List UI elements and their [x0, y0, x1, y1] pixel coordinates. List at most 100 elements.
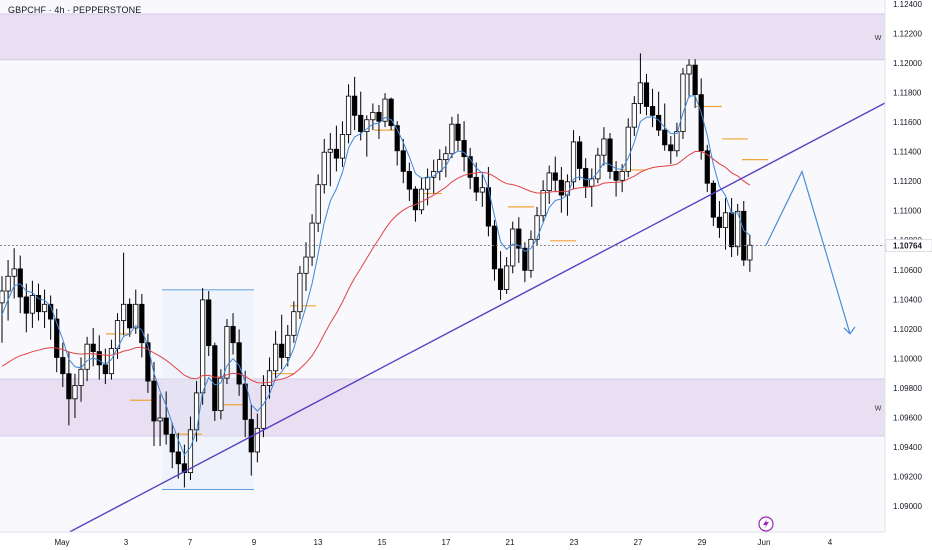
candle: [680, 68, 686, 139]
candle-body: [467, 156, 473, 178]
candle: [504, 257, 510, 294]
candle-body: [266, 370, 273, 386]
candle-body: [169, 433, 175, 453]
candle: [266, 357, 273, 399]
price-tick-label: 1.10600: [893, 266, 922, 275]
candle-body: [345, 95, 352, 135]
candle: [382, 93, 388, 128]
lightning-icon: [763, 519, 769, 529]
time-axis[interactable]: May 3 7 9 13 15 17 21 23 27 29 Jun 4: [0, 531, 885, 550]
candle: [522, 242, 528, 283]
candle: [181, 444, 187, 488]
candle-body: [418, 188, 425, 211]
candle: [35, 283, 42, 321]
candle-body: [206, 299, 212, 347]
candle: [497, 251, 504, 300]
candle-body: [272, 343, 279, 372]
candle: [449, 116, 455, 159]
candle: [163, 391, 169, 445]
candle-body: [11, 268, 17, 277]
candle: [376, 104, 382, 139]
candle: [145, 333, 151, 393]
candle: [157, 394, 163, 447]
candle-body: [84, 343, 90, 370]
candle-body: [352, 95, 358, 116]
time-tick-label: 17: [442, 538, 451, 547]
price-tick-label: 1.10400: [893, 295, 922, 304]
candle: [41, 289, 48, 328]
candle-body: [722, 212, 729, 228]
plot-background: [0, 0, 885, 532]
current-price-box: [885, 239, 932, 252]
candle-body: [382, 98, 388, 122]
candle: [552, 156, 558, 193]
candle-body: [497, 268, 504, 290]
price-axis[interactable]: 1.12400 1.12200 1.12000 1.11800 1.11600 1.114…: [884, 0, 932, 550]
time-tick-label: 3: [124, 538, 129, 547]
candle-body: [443, 153, 449, 161]
zone-label: W: [875, 35, 882, 42]
candle-body: [139, 303, 145, 344]
candle-body: [394, 125, 400, 152]
candle: [510, 221, 516, 274]
candle: [674, 122, 680, 157]
candle-body: [102, 364, 108, 375]
candle: [540, 180, 546, 222]
candle-body: [546, 172, 552, 192]
candle: [583, 158, 589, 199]
zone-2: [0, 379, 885, 437]
candle-body: [96, 351, 102, 366]
candle: [169, 422, 175, 469]
zone-1: [0, 14, 885, 60]
time-tick-label: May: [54, 538, 69, 547]
price-tick-label: 1.09200: [893, 472, 922, 481]
candle: [127, 298, 133, 337]
candle: [78, 357, 84, 402]
candle-body: [29, 295, 36, 314]
time-tick-label: 29: [698, 538, 707, 547]
candle-body: [491, 225, 498, 270]
candle: [613, 161, 619, 197]
candle: [412, 186, 419, 222]
time-tick-label: 21: [506, 538, 515, 547]
candle: [272, 330, 279, 379]
candle-body: [54, 318, 60, 358]
alert-icon[interactable]: [758, 516, 774, 532]
candle: [649, 88, 656, 128]
candle-body: [224, 326, 230, 379]
price-tick-label: 1.12400: [893, 0, 922, 9]
candle: [29, 280, 36, 328]
candle-body: [333, 148, 340, 159]
candle: [364, 115, 370, 157]
candle: [528, 230, 534, 278]
candle-body: [595, 154, 601, 180]
candle-body: [589, 178, 595, 187]
candle: [643, 73, 650, 116]
candle-body: [522, 247, 528, 271]
candle-body: [528, 238, 534, 271]
candles: [0, 53, 753, 488]
candle-body: [66, 373, 72, 400]
candle-body: [127, 303, 133, 329]
projection-path: [765, 169, 856, 335]
candle: [291, 301, 297, 343]
price-tick-label: 1.11200: [893, 177, 922, 186]
candle-body: [285, 334, 291, 358]
candle: [400, 138, 406, 184]
candle: [479, 174, 485, 207]
candle-body: [625, 126, 631, 172]
candle: [254, 413, 260, 463]
candle-body: [607, 138, 613, 172]
candle-body: [564, 181, 571, 196]
candle-body: [461, 140, 467, 158]
candle: [467, 147, 473, 190]
candle: [151, 361, 157, 447]
candle: [710, 180, 716, 227]
candle-body: [534, 215, 540, 240]
candle-body: [613, 171, 619, 181]
candle: [224, 319, 230, 385]
candle-body: [260, 385, 267, 429]
candle-body: [406, 171, 412, 190]
